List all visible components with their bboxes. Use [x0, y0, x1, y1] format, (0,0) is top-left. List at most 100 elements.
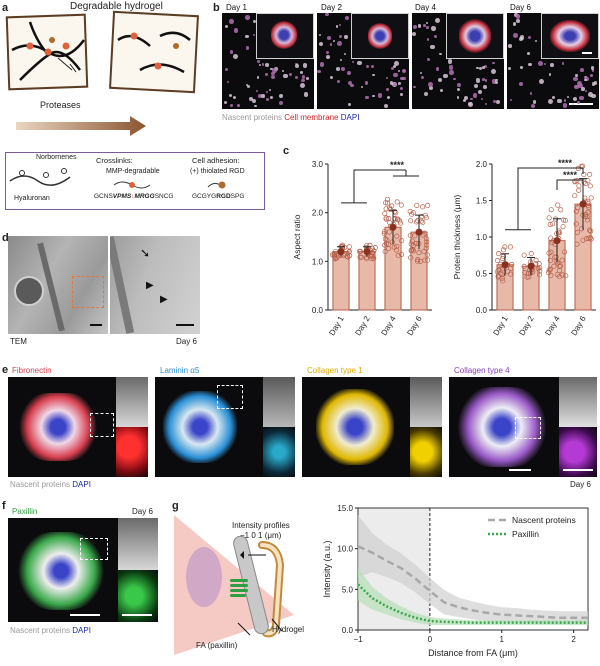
- cell-speck: [270, 75, 275, 80]
- panel-d-label: d: [2, 232, 9, 244]
- data-point: [371, 248, 377, 254]
- data-point: [332, 255, 338, 261]
- fa-label: FA (paxillin): [196, 641, 238, 650]
- data-point: [588, 195, 594, 201]
- y-axis-label: Intensity (a.u.): [322, 540, 332, 597]
- cell-speck: [587, 92, 593, 98]
- crosslinks-sub: MMP-degradable: [106, 168, 160, 175]
- data-point: [384, 196, 391, 202]
- data-point: [496, 251, 502, 257]
- cell-speck: [319, 33, 322, 36]
- data-point: [562, 249, 568, 255]
- hydrogel-title: Degradable hydrogel: [70, 1, 163, 12]
- cell-speck: [527, 35, 532, 40]
- cell-speck: [575, 73, 578, 77]
- cell-speck: [475, 77, 481, 83]
- cell-speck: [245, 46, 250, 50]
- x-tick-label: Day 6: [569, 314, 588, 337]
- data-point: [415, 258, 421, 264]
- data-point: [587, 171, 593, 178]
- data-point: [424, 242, 430, 248]
- cell-speck: [236, 103, 240, 107]
- cell-speck: [254, 104, 257, 107]
- cell-speck: [448, 65, 454, 70]
- cell-speck: [547, 98, 553, 104]
- x-tick-label: 1: [500, 635, 505, 644]
- cell-speck: [347, 102, 351, 106]
- crosslink-dot: [44, 48, 52, 56]
- cell-speck: [581, 87, 585, 91]
- significance-bracket: [505, 167, 584, 231]
- cell-speck: [425, 25, 429, 29]
- cell-speck: [435, 67, 440, 71]
- cell-speck: [393, 82, 397, 87]
- cell-speck: [335, 66, 340, 71]
- collagen4-image: [449, 377, 597, 477]
- cell-speck: [398, 82, 402, 86]
- cell-speck: [548, 73, 552, 76]
- cell-speck: [571, 102, 575, 106]
- collagen1-image: [302, 377, 442, 477]
- crosslink-dot: [26, 42, 34, 50]
- cell-speck: [590, 66, 595, 70]
- mean-marker: [553, 237, 561, 245]
- mean-marker: [579, 200, 587, 208]
- tem-zoom: ➘ ▶ ▶: [110, 236, 200, 334]
- crosslinks-title: Crosslinks:: [96, 156, 133, 165]
- confidence-band: [358, 515, 588, 625]
- cell-speck: [491, 79, 496, 84]
- data-point: [537, 265, 543, 271]
- cell-speck: [234, 28, 239, 33]
- data-point: [398, 202, 404, 208]
- cell-speck: [299, 71, 303, 75]
- cell-speck: [325, 13, 329, 17]
- cell-speck: [386, 96, 390, 100]
- y-axis-label: Aspect ratio: [292, 214, 302, 259]
- x-tick-label: Day 1: [491, 314, 510, 337]
- data-point: [587, 227, 593, 233]
- data-point: [414, 202, 420, 208]
- cell-speck: [478, 66, 483, 71]
- data-point: [550, 221, 556, 227]
- significance-label: ****: [558, 158, 573, 168]
- cell-speck: [464, 95, 469, 100]
- data-point: [507, 271, 513, 277]
- cell-speck: [278, 100, 283, 105]
- cell-speck: [232, 53, 238, 59]
- data-point: [528, 250, 534, 257]
- data-point: [398, 251, 405, 257]
- panel-f-label: f: [2, 500, 6, 512]
- cell-speck: [583, 76, 587, 79]
- cell-speck: [493, 100, 497, 104]
- cell-speck: [229, 19, 234, 24]
- cell-speck: [295, 76, 299, 80]
- cell-speck: [577, 81, 583, 87]
- data-point: [556, 274, 562, 280]
- microscopy-day2: [317, 13, 409, 109]
- data-point: [495, 274, 501, 280]
- cell-speck: [456, 87, 460, 91]
- cell-speck: [552, 96, 556, 100]
- data-point: [372, 245, 378, 251]
- cell-speck: [519, 82, 524, 86]
- legend-label: Nascent proteins: [512, 515, 576, 525]
- data-point: [410, 210, 416, 216]
- data-point: [495, 258, 501, 264]
- cell-speck: [341, 66, 346, 71]
- data-point: [346, 249, 352, 255]
- data-point: [533, 257, 539, 263]
- cell-speck: [543, 62, 546, 65]
- cell-speck: [468, 101, 473, 107]
- data-point: [391, 244, 397, 250]
- cell-speck: [325, 50, 329, 54]
- cell-speck: [480, 98, 483, 101]
- data-point: [500, 247, 507, 253]
- data-point: [420, 204, 426, 210]
- cell-speck: [573, 77, 578, 82]
- cell-speck: [492, 61, 495, 65]
- cell-speck: [437, 77, 443, 83]
- data-point: [533, 261, 539, 267]
- cell-speck: [434, 35, 438, 39]
- cell-speck: [513, 13, 518, 18]
- data-point: [408, 218, 414, 224]
